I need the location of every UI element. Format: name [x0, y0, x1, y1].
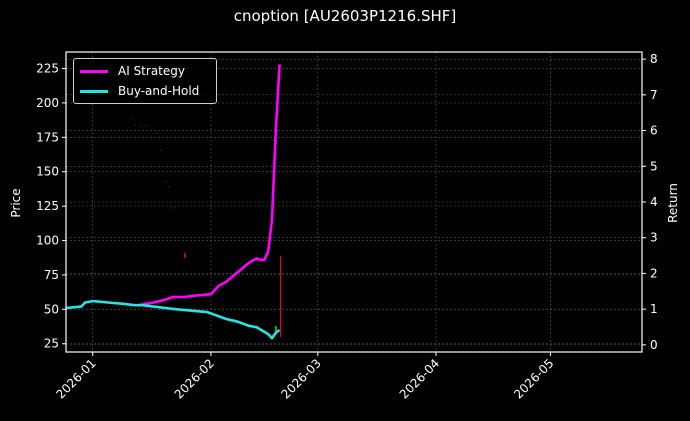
- x-tick-label: 2026-04: [397, 356, 442, 401]
- y-tick-label: 100: [36, 234, 59, 248]
- y2-tick-label: 2: [650, 266, 658, 280]
- y-tick-label: 50: [44, 302, 59, 316]
- series-line-buy-and-hold: [65, 299, 281, 340]
- y-tick-label: 150: [36, 165, 59, 179]
- x-tick-label: 2026-05: [511, 356, 556, 401]
- y-tick-label: 175: [36, 130, 59, 144]
- y2-tick-label: 5: [650, 159, 658, 173]
- legend-swatch-buy-and-hold: [80, 89, 108, 93]
- x-tick-label: 2026-01: [53, 356, 98, 401]
- y-tick-label: 125: [36, 199, 59, 213]
- chart-legend: AI Strategy Buy-and-Hold: [73, 58, 217, 104]
- y2-tick-label: 4: [650, 195, 658, 209]
- y-axis-label-price: Price: [9, 188, 23, 217]
- y2-tick-label: 6: [650, 124, 658, 138]
- y2-tick-label: 0: [650, 338, 658, 352]
- y2-tick-label: 1: [650, 302, 658, 316]
- x-tick-label: 2026-03: [279, 356, 324, 401]
- y-tick-label: 200: [36, 96, 59, 110]
- y-tick-label: 25: [44, 337, 59, 351]
- axis-ticks: [62, 58, 646, 356]
- y-tick-label: 75: [44, 268, 59, 282]
- chart-series: [65, 64, 281, 340]
- chart-title: cnoption [AU2603P1216.SHF]: [233, 7, 457, 25]
- y-axis-label-return: Return: [666, 183, 680, 223]
- legend-swatch-ai-strategy: [80, 69, 108, 73]
- y2-tick-label: 8: [650, 52, 658, 66]
- legend-label: AI Strategy: [118, 64, 185, 78]
- legend-label: Buy-and-Hold: [118, 84, 200, 98]
- x-tick-label: 2026-02: [172, 356, 217, 401]
- y2-tick-label: 3: [650, 231, 658, 245]
- legend-item-ai-strategy: AI Strategy: [80, 62, 185, 80]
- y-tick-label: 225: [36, 62, 59, 76]
- chart-annotations: [130, 117, 282, 337]
- y2-tick-label: 7: [650, 88, 658, 102]
- tick-labels: 2026-01 2026-02 2026-03 2026-04 2026-0525507…: [36, 52, 658, 401]
- series-line-ai-strategy: [138, 64, 281, 307]
- legend-item-buy-and-hold: Buy-and-Hold: [80, 82, 199, 100]
